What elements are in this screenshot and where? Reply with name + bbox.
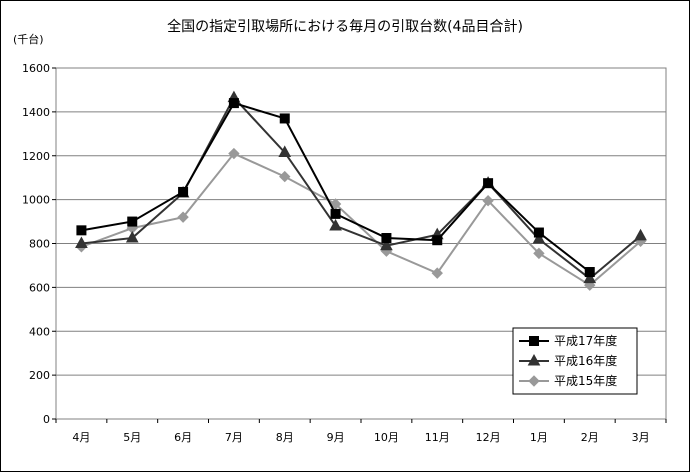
y-tick-label: 1600 xyxy=(22,62,50,75)
data-point xyxy=(583,271,597,284)
x-tick-label: 11月 xyxy=(425,431,450,444)
series-line xyxy=(81,101,591,273)
data-point xyxy=(634,228,647,241)
y-tick-label: 1000 xyxy=(22,194,50,207)
legend-marker xyxy=(528,375,540,387)
data-point xyxy=(483,178,494,189)
series-line xyxy=(81,95,642,280)
x-tick-label: 2月 xyxy=(581,431,599,444)
data-point xyxy=(279,113,290,124)
data-point xyxy=(127,216,138,227)
x-tick-label: 1月 xyxy=(530,431,548,444)
x-tick-label: 12月 xyxy=(476,431,501,444)
x-tick-label: 6月 xyxy=(174,431,192,444)
y-tick-label: 1200 xyxy=(22,150,50,163)
y-tick-label: 200 xyxy=(29,369,50,382)
x-tick-label: 10月 xyxy=(374,431,399,444)
data-point xyxy=(431,267,443,279)
chart-title: 全国の指定引取場所における毎月の引取台数(4品目合計) xyxy=(167,18,523,35)
data-point xyxy=(584,267,595,278)
x-tick-label: 8月 xyxy=(276,431,294,444)
data-point xyxy=(329,218,342,231)
data-point xyxy=(178,186,189,197)
series-diamond xyxy=(75,147,647,291)
y-tick-label: 400 xyxy=(29,325,50,338)
x-tick-label: 7月 xyxy=(225,431,243,444)
y-tick-label: 1400 xyxy=(22,106,50,119)
legend-label: 平成15年度 xyxy=(554,373,617,388)
legend-label: 平成16年度 xyxy=(554,353,617,368)
data-point xyxy=(76,225,87,236)
legend-marker xyxy=(527,353,541,366)
series-triangle xyxy=(75,90,647,284)
x-tick-label: 9月 xyxy=(327,431,345,444)
data-point xyxy=(380,238,393,251)
data-point xyxy=(228,98,239,109)
data-point xyxy=(532,232,546,244)
data-point xyxy=(279,170,291,183)
data-point xyxy=(75,236,88,248)
data-point xyxy=(125,230,139,243)
data-point xyxy=(533,227,544,238)
x-tick-label: 4月 xyxy=(72,431,90,444)
series-square xyxy=(76,98,595,278)
data-point xyxy=(228,147,240,160)
data-point xyxy=(381,233,392,244)
data-point xyxy=(177,211,189,223)
y-tick-label: 800 xyxy=(29,238,50,251)
x-tick-label: 5月 xyxy=(123,431,141,444)
legend-label: 平成17年度 xyxy=(554,333,617,348)
data-point xyxy=(278,145,292,157)
data-point xyxy=(432,235,443,246)
data-point xyxy=(533,247,545,260)
data-point xyxy=(330,208,341,219)
legend-marker xyxy=(529,336,539,346)
y-axis-unit-label: (千台) xyxy=(13,32,44,46)
series-line xyxy=(81,152,642,287)
x-tick-label: 3月 xyxy=(632,431,650,444)
y-tick-label: 0 xyxy=(43,413,50,426)
data-point xyxy=(482,195,494,207)
y-tick-label: 600 xyxy=(29,281,50,294)
